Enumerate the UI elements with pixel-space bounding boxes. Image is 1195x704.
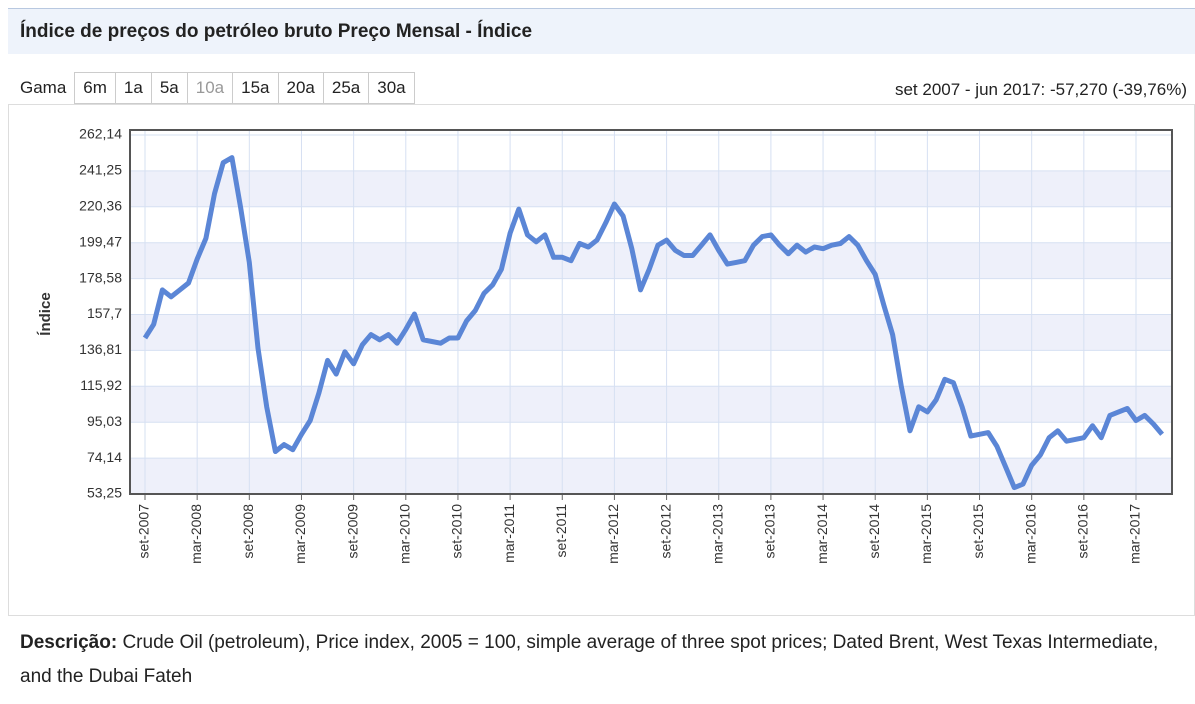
range-button[interactable]: 6m [74, 72, 115, 104]
y-tick-label: 136,81 [79, 341, 122, 357]
grid-band [130, 314, 1172, 351]
grid-band [130, 458, 1172, 494]
range-button[interactable]: 30a [368, 72, 415, 104]
range-button[interactable]: 15a [232, 72, 278, 104]
grid-band [130, 386, 1172, 423]
x-tick-label: set-2015 [970, 504, 986, 559]
y-tick-label: 178,58 [79, 269, 122, 285]
range-button[interactable]: 10a [186, 72, 233, 104]
x-tick-label: set-2014 [866, 504, 882, 559]
range-button[interactable]: 25a [322, 72, 369, 104]
description: Descrição: Crude Oil (petroleum), Price … [20, 626, 1170, 694]
range-controls: Gama 6m 1a 5a 10a 15a 20a 25a 30a [20, 72, 415, 104]
y-tick-label: 115,92 [80, 377, 122, 393]
x-tick-label: mar-2011 [501, 504, 517, 563]
range-label: Gama [20, 78, 67, 97]
x-tick-label: set-2009 [344, 504, 360, 559]
y-tick-label: 199,47 [79, 233, 122, 249]
y-tick-label: 74,14 [87, 449, 122, 465]
x-tick-label: set-2016 [1075, 504, 1091, 559]
x-tick-label: mar-2016 [1022, 504, 1038, 564]
y-tick-label: 53,25 [87, 485, 122, 501]
x-tick-label: mar-2014 [814, 504, 830, 564]
x-tick-label: mar-2009 [292, 504, 308, 564]
description-text: Crude Oil (petroleum), Price index, 2005… [20, 632, 1159, 687]
range-button[interactable]: 5a [150, 72, 187, 104]
y-axis-label: Índice [37, 292, 54, 335]
grid-band [130, 170, 1172, 207]
y-tick-label: 157,7 [87, 305, 122, 321]
chart: 53,25 74,14 95,03 115,92 136,81 157,7 178,58 19… [37, 126, 1173, 564]
y-tick-label: 220,36 [79, 198, 122, 214]
x-tick-label: mar-2013 [709, 504, 725, 564]
summary: set 2007 - jun 2017: -57,270 (-39,76%) [894, 80, 1187, 99]
range-button[interactable]: 20a [277, 72, 323, 104]
y-tick-label: 95,03 [87, 413, 122, 429]
x-tick-label: set-2013 [762, 504, 778, 559]
x-tick-label: mar-2012 [605, 504, 621, 564]
x-tick-label: set-2010 [449, 504, 465, 559]
y-tick-label: 241,25 [79, 162, 122, 178]
data-line [142, 155, 1165, 491]
x-tick-label: mar-2015 [918, 504, 934, 564]
y-tick-label: 262,14 [79, 126, 122, 142]
description-label: Descrição: [20, 632, 118, 653]
x-tick-label: set-2008 [240, 504, 256, 559]
header-title: Índice de preços do petróleo bruto Preço… [8, 8, 1195, 54]
x-tick-label: set-2007 [136, 504, 152, 559]
x-tick-label: mar-2017 [1127, 504, 1143, 564]
range-button[interactable]: 1a [114, 72, 151, 104]
x-tick-label: mar-2010 [396, 504, 412, 564]
plot-frame [129, 129, 1173, 495]
x-tick-label: mar-2008 [188, 504, 204, 564]
x-tick-label: set-2012 [657, 504, 673, 559]
x-tick-label: set-2011 [553, 504, 569, 558]
